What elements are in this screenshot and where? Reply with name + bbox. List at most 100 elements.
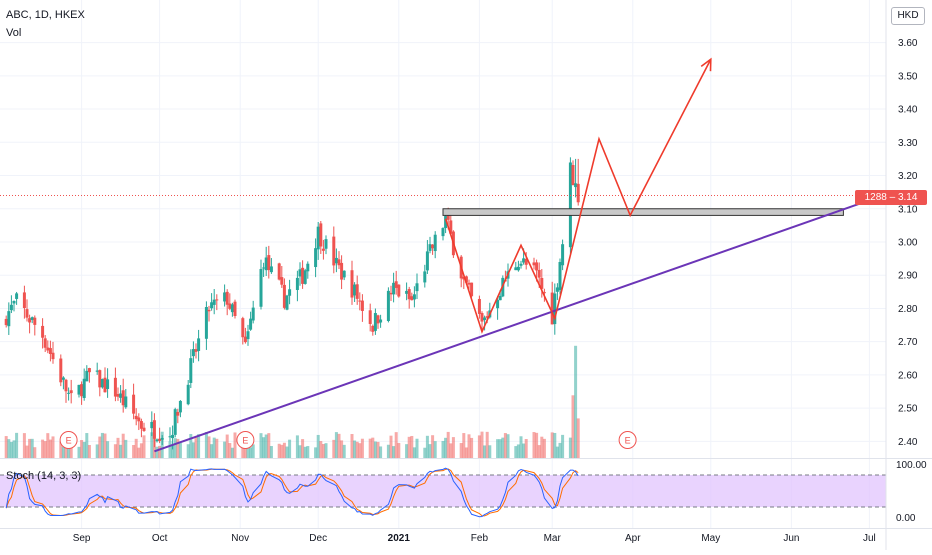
candle-body [259, 269, 263, 307]
candle [392, 272, 396, 303]
volume-bar [553, 432, 557, 458]
volume-bar [301, 439, 305, 458]
volume-bar [373, 441, 377, 458]
volume-bar [186, 444, 190, 458]
volume-bar [210, 444, 214, 458]
candle-body [464, 276, 468, 283]
volume-bar [116, 437, 120, 458]
candle [267, 245, 271, 279]
symbol-title[interactable]: ABC, 1D, HKEX [6, 9, 85, 21]
candle [316, 221, 320, 260]
candle [215, 294, 219, 311]
candle-body [87, 368, 91, 373]
volume-bar [82, 441, 86, 458]
candle-body [121, 390, 125, 406]
candle [67, 387, 71, 401]
candle [191, 341, 195, 363]
volume-bar [558, 442, 562, 458]
candle [243, 327, 247, 344]
candle [186, 379, 190, 406]
candle-body [535, 262, 539, 271]
candle-body [295, 277, 299, 290]
stoch-indicator-label[interactable]: Stoch (14, 3, 3) [6, 470, 82, 482]
candle [358, 292, 362, 311]
candle-body [194, 349, 198, 352]
volume-bar [389, 435, 393, 458]
candle [173, 407, 177, 438]
candle-body [43, 338, 47, 348]
volume-bar [51, 436, 55, 458]
candle-body [288, 289, 292, 296]
candle [553, 283, 557, 335]
volume-bar [451, 437, 455, 458]
candle-body [171, 434, 175, 439]
volume-bar [386, 444, 390, 458]
stoch-band [0, 475, 886, 507]
candle [555, 283, 559, 300]
candle [519, 260, 523, 269]
volume-bar [259, 433, 263, 458]
candle-body [431, 244, 435, 249]
candle-body [215, 299, 219, 301]
volume-bar [77, 446, 81, 458]
candle-body [532, 262, 536, 266]
candle-body [316, 226, 320, 250]
candle [462, 276, 466, 289]
volume-bar [43, 441, 47, 458]
volume-bar [462, 433, 466, 458]
candle [433, 231, 437, 259]
candle [95, 362, 99, 375]
candle [514, 261, 518, 271]
stoch-k-line [5, 467, 579, 518]
volume-bar [555, 446, 559, 458]
candle-body [233, 301, 237, 316]
candle [22, 285, 26, 319]
candle-body [540, 277, 544, 289]
currency-button[interactable]: HKD [891, 7, 925, 25]
volume-bar [516, 444, 520, 458]
candle-body [80, 384, 84, 397]
candle [259, 259, 263, 310]
candle [342, 270, 346, 281]
volume-bar [158, 445, 162, 458]
volume-bar [371, 437, 375, 458]
candle [428, 236, 432, 254]
candle [373, 308, 377, 335]
candle [340, 255, 344, 290]
candle-body [522, 258, 526, 263]
candle [12, 300, 16, 312]
candle-body [98, 370, 102, 388]
candle-body [389, 292, 393, 295]
price-tick-label: 2.60 [898, 370, 918, 381]
candle-body [100, 378, 104, 388]
volume-bar [197, 434, 201, 458]
candle-body [64, 379, 68, 392]
volume-bar [251, 444, 255, 458]
candle [82, 368, 86, 401]
volume-bar [428, 444, 432, 458]
volume-bar [124, 439, 128, 458]
candle [321, 239, 325, 260]
candle [431, 244, 435, 255]
volume-bar [431, 435, 435, 458]
volume-bar [488, 445, 492, 458]
candle [337, 251, 341, 270]
volume-bar [280, 444, 284, 458]
candle-body [446, 213, 450, 220]
annotations [154, 57, 865, 453]
volume-bar [98, 436, 102, 458]
volume-bar [394, 432, 398, 458]
candle-body [285, 295, 289, 310]
candle-body [106, 379, 110, 389]
candle [176, 408, 180, 424]
volume-bar [334, 432, 338, 458]
candle [397, 284, 401, 298]
candle-body [48, 348, 52, 355]
candle-body [524, 258, 528, 265]
candle [477, 295, 481, 319]
candle-body [410, 296, 414, 301]
volume-label[interactable]: Vol [6, 27, 22, 39]
candle [137, 413, 141, 431]
